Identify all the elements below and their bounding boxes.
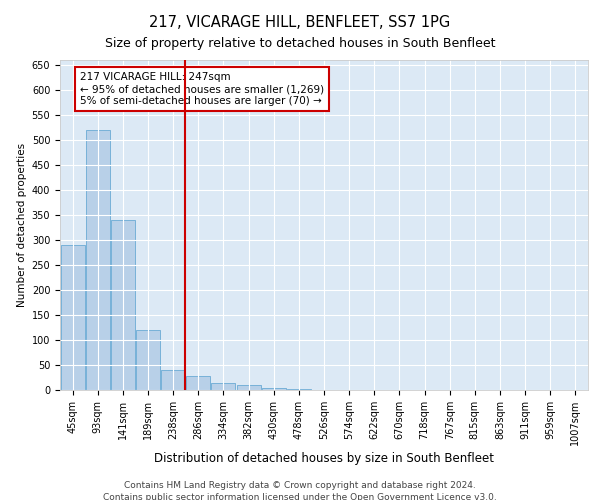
Bar	[86, 130, 110, 390]
Bar	[287, 389, 311, 390]
Text: 217 VICARAGE HILL: 247sqm
← 95% of detached houses are smaller (1,269)
5% of sem: 217 VICARAGE HILL: 247sqm ← 95% of detac…	[80, 72, 324, 106]
Bar	[161, 370, 185, 390]
Text: Contains HM Land Registry data © Crown copyright and database right 2024.: Contains HM Land Registry data © Crown c…	[124, 481, 476, 490]
Bar	[211, 382, 235, 390]
Bar	[136, 330, 160, 390]
Y-axis label: Number of detached properties: Number of detached properties	[17, 143, 28, 307]
Bar	[187, 376, 210, 390]
Bar	[236, 385, 260, 390]
Bar	[61, 245, 85, 390]
Bar	[111, 220, 135, 390]
Text: Contains public sector information licensed under the Open Government Licence v3: Contains public sector information licen…	[103, 492, 497, 500]
X-axis label: Distribution of detached houses by size in South Benfleet: Distribution of detached houses by size …	[154, 452, 494, 465]
Bar	[262, 388, 286, 390]
Text: Size of property relative to detached houses in South Benfleet: Size of property relative to detached ho…	[105, 38, 495, 51]
Text: 217, VICARAGE HILL, BENFLEET, SS7 1PG: 217, VICARAGE HILL, BENFLEET, SS7 1PG	[149, 15, 451, 30]
